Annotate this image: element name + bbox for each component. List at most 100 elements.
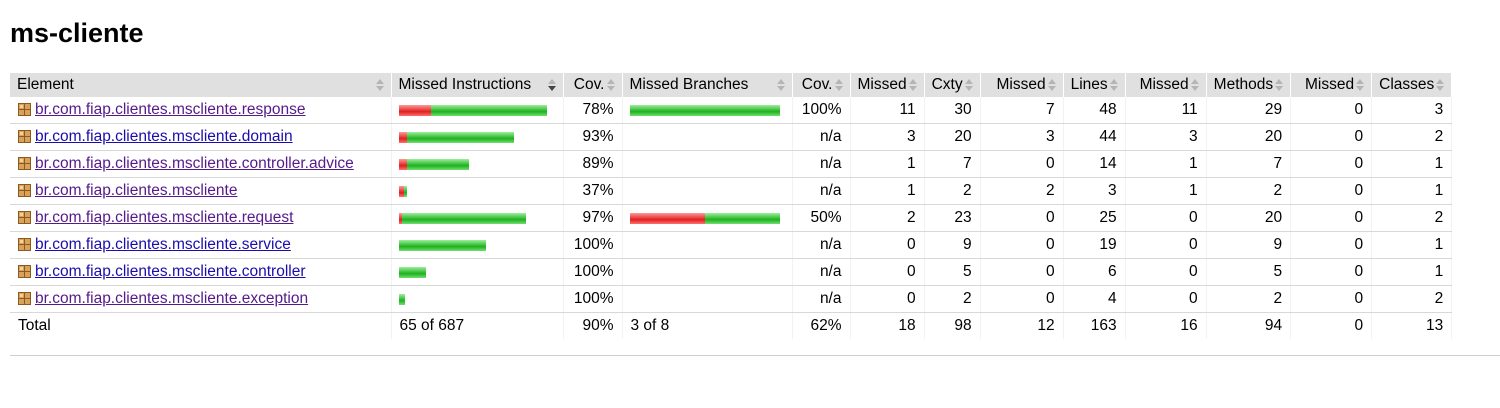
instructions-bar bbox=[391, 177, 564, 205]
missed-lines: 0 bbox=[980, 231, 1064, 259]
missed-complexity: 2 bbox=[850, 204, 925, 232]
missed-methods: 0 bbox=[1125, 285, 1207, 313]
column-header-label: Missed Branches bbox=[629, 76, 749, 93]
package-link[interactable]: br.com.fiap.clientes.mscliente.request bbox=[35, 209, 294, 226]
classes: 2 bbox=[1371, 285, 1453, 313]
sort-icon[interactable] bbox=[1356, 79, 1365, 91]
column-header-missed-branches[interactable]: Missed Branches bbox=[622, 73, 793, 97]
missed-complexity: 11 bbox=[850, 97, 925, 124]
classes: 3 bbox=[1371, 97, 1453, 124]
package-icon bbox=[18, 184, 31, 197]
total-row: Total 65 of 687 90% 3 of 8 62% 18 98 12 … bbox=[10, 312, 1453, 339]
instructions-bar bbox=[391, 258, 564, 286]
branches-coverage: n/a bbox=[792, 231, 851, 259]
column-header-label: Missed bbox=[996, 76, 1046, 93]
sort-descending-icon[interactable] bbox=[547, 79, 557, 91]
column-header-label: Cov. bbox=[573, 76, 605, 93]
sort-icon[interactable] bbox=[1109, 79, 1119, 91]
classes: 1 bbox=[1371, 177, 1453, 205]
element-cell: br.com.fiap.clientes.mscliente.request bbox=[10, 204, 392, 232]
total-branch-coverage: 62% bbox=[792, 312, 851, 339]
missed-classes: 0 bbox=[1290, 258, 1373, 286]
package-icon bbox=[18, 157, 31, 170]
lines: 48 bbox=[1063, 97, 1126, 124]
methods: 2 bbox=[1206, 285, 1292, 313]
missed-complexity: 1 bbox=[850, 177, 925, 205]
branches-coverage: n/a bbox=[792, 123, 851, 151]
column-header-label: Missed Instructions bbox=[398, 76, 532, 93]
instructions-coverage: 78% bbox=[563, 97, 623, 124]
package-link[interactable]: br.com.fiap.clientes.mscliente.controlle… bbox=[35, 155, 354, 172]
methods: 5 bbox=[1206, 258, 1292, 286]
missed-bar bbox=[398, 185, 404, 197]
instructions-coverage: 89% bbox=[563, 150, 623, 178]
element-cell: br.com.fiap.clientes.mscliente.domain bbox=[10, 123, 392, 151]
package-link[interactable]: br.com.fiap.clientes.mscliente bbox=[35, 182, 238, 199]
column-header-classes[interactable]: Classes bbox=[1371, 73, 1453, 97]
column-header-methods[interactable]: Methods bbox=[1206, 73, 1292, 97]
package-link[interactable]: br.com.fiap.clientes.mscliente.exception bbox=[35, 290, 309, 307]
package-icon bbox=[18, 238, 31, 251]
sort-icon[interactable] bbox=[1436, 79, 1445, 91]
lines: 14 bbox=[1063, 150, 1126, 178]
column-header-missed-methods[interactable]: Missed bbox=[1125, 73, 1207, 97]
package-link[interactable]: br.com.fiap.clientes.mscliente.response bbox=[35, 101, 306, 118]
column-header-instructions-coverage[interactable]: Cov. bbox=[563, 73, 623, 97]
missed-complexity: 1 bbox=[850, 150, 925, 178]
sort-icon[interactable] bbox=[908, 79, 918, 91]
package-link[interactable]: br.com.fiap.clientes.mscliente.service bbox=[35, 236, 291, 253]
missed-bar bbox=[629, 212, 705, 224]
column-header-lines[interactable]: Lines bbox=[1063, 73, 1126, 97]
column-header-missed-instructions[interactable]: Missed Instructions bbox=[391, 73, 564, 97]
sort-icon[interactable] bbox=[834, 79, 844, 91]
sort-icon[interactable] bbox=[1275, 79, 1284, 91]
sort-icon[interactable] bbox=[964, 79, 974, 91]
table-row: br.com.fiap.clientes.mscliente.controlle… bbox=[10, 150, 1453, 178]
footer-divider bbox=[10, 355, 1500, 356]
branches-coverage: 50% bbox=[792, 204, 851, 232]
column-header-label: Cov. bbox=[801, 76, 833, 93]
total-classes: 13 bbox=[1371, 312, 1453, 339]
missed-bar bbox=[398, 131, 407, 143]
covered-bar bbox=[629, 104, 780, 116]
total-label: Total bbox=[10, 312, 392, 339]
total-cxty: 98 bbox=[924, 312, 981, 339]
package-icon bbox=[18, 130, 31, 143]
branches-coverage: n/a bbox=[792, 285, 851, 313]
branches-bar bbox=[622, 97, 793, 124]
column-header-label: Cxty bbox=[931, 76, 963, 93]
missed-complexity: 0 bbox=[850, 258, 925, 286]
methods: 9 bbox=[1206, 231, 1292, 259]
element-cell: br.com.fiap.clientes.mscliente.service bbox=[10, 231, 392, 259]
covered-bar bbox=[704, 212, 780, 224]
sort-icon[interactable] bbox=[606, 79, 616, 91]
instructions-bar bbox=[391, 204, 564, 232]
table-row: br.com.fiap.clientes.mscliente.response 7… bbox=[10, 97, 1453, 124]
lines: 19 bbox=[1063, 231, 1126, 259]
complexity: 9 bbox=[924, 231, 981, 259]
missed-bar bbox=[398, 212, 402, 224]
methods: 29 bbox=[1206, 97, 1292, 124]
missed-classes: 0 bbox=[1290, 204, 1373, 232]
package-link[interactable]: br.com.fiap.clientes.mscliente.domain bbox=[35, 128, 293, 145]
total-missed-lines: 12 bbox=[980, 312, 1064, 339]
package-link[interactable]: br.com.fiap.clientes.mscliente.controlle… bbox=[35, 263, 306, 280]
column-header-missed-classes[interactable]: Missed bbox=[1290, 73, 1373, 97]
column-header-complexity[interactable]: Cxty bbox=[924, 73, 981, 97]
column-header-element[interactable]: Element bbox=[10, 73, 392, 97]
column-header-missed-complexity[interactable]: Missed bbox=[850, 73, 925, 97]
missed-methods: 3 bbox=[1125, 123, 1207, 151]
sort-icon[interactable] bbox=[375, 79, 385, 91]
sort-icon[interactable] bbox=[1047, 79, 1057, 91]
sort-icon[interactable] bbox=[776, 79, 786, 91]
total-lines: 163 bbox=[1063, 312, 1126, 339]
sort-icon[interactable] bbox=[1190, 79, 1200, 91]
column-header-label: Element bbox=[17, 76, 74, 93]
column-header-branches-coverage[interactable]: Cov. bbox=[792, 73, 851, 97]
classes: 2 bbox=[1371, 204, 1453, 232]
methods: 2 bbox=[1206, 177, 1292, 205]
column-header-missed-lines[interactable]: Missed bbox=[980, 73, 1064, 97]
element-cell: br.com.fiap.clientes.mscliente.exception bbox=[10, 285, 392, 313]
package-icon bbox=[18, 103, 31, 116]
total-missed-cxty: 18 bbox=[850, 312, 925, 339]
